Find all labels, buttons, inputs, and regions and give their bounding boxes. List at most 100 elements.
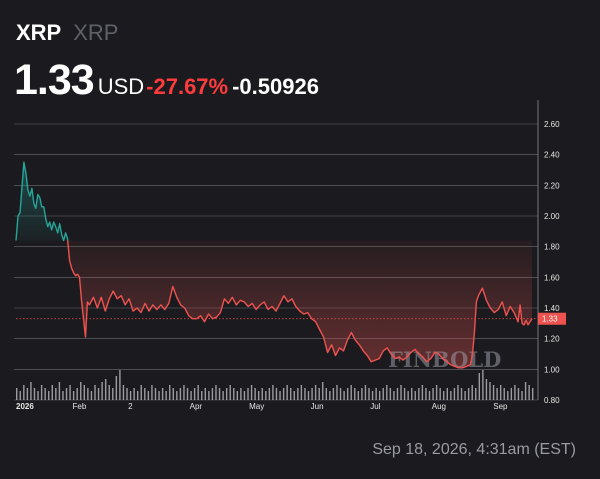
volume-bar — [528, 385, 530, 400]
volume-bar — [197, 385, 199, 400]
volume-bar — [350, 385, 352, 400]
volume-bar — [233, 388, 235, 400]
volume-bar — [368, 388, 370, 400]
symbol-row: XRP XRP — [16, 20, 119, 46]
y-tick-label: 1.80 — [544, 243, 560, 252]
volume-bar — [161, 388, 164, 400]
volume-bar — [478, 373, 481, 400]
asset-name: XRP — [73, 20, 119, 45]
last-price-badge — [538, 312, 566, 325]
up-area — [16, 162, 68, 241]
x-tick-label: 2026 — [16, 402, 34, 411]
volume-bar — [517, 388, 520, 400]
volume-bar — [37, 391, 39, 400]
volume-bar — [72, 391, 75, 400]
volume-bar — [147, 391, 150, 400]
volume-bar — [425, 388, 427, 400]
volume-bar — [261, 388, 263, 400]
volume-bar — [208, 391, 210, 400]
volume-bars — [16, 370, 534, 400]
y-axis-labels: 2.60 2.40 2.20 2.00 1.80 1.60 1.40 1.20 1.00 0.80 — [544, 120, 560, 405]
volume-bar — [532, 388, 534, 400]
volume-bar — [471, 385, 473, 400]
volume-bar — [268, 388, 271, 400]
volume-bar — [101, 382, 103, 400]
volume-bar — [94, 385, 96, 400]
volume-bar — [371, 391, 374, 400]
volume-bar — [514, 385, 516, 400]
volume-bar — [76, 388, 78, 400]
volume-bar — [176, 391, 178, 400]
volume-bar — [119, 370, 121, 400]
volume-bar — [499, 385, 502, 400]
price-chart[interactable]: FINBOLD 2.602.402.202.001.801.601.401.20… — [0, 95, 600, 411]
volume-bar — [26, 388, 29, 400]
volume-bar — [179, 388, 182, 400]
volume-bar — [375, 388, 377, 400]
volume-bar — [83, 385, 86, 400]
volume-bar — [90, 391, 93, 400]
volume-bar — [129, 391, 132, 400]
volume-bar — [485, 379, 488, 400]
price-row: 1.33 USD -27.67% -0.50926 — [14, 56, 319, 105]
volume-bar — [254, 388, 256, 400]
volume-bar — [524, 382, 527, 400]
volume-bar — [307, 391, 310, 400]
volume-bar — [204, 388, 207, 400]
volume-bar — [418, 388, 420, 400]
volume-bar — [126, 388, 128, 400]
volume-bar — [112, 388, 114, 400]
price-lines — [15, 161, 533, 369]
volume-bar — [48, 391, 50, 400]
volume-bar — [322, 382, 324, 400]
volume-bar — [257, 391, 260, 400]
volume-bar — [272, 385, 274, 400]
volume-bar — [411, 388, 413, 400]
volume-bar — [51, 385, 53, 400]
volume-bar — [144, 388, 146, 400]
volume-bar — [332, 388, 335, 400]
volume-bar — [158, 391, 160, 400]
volume-bar — [211, 388, 214, 400]
x-tick-label: 2 — [128, 402, 133, 411]
y-tick-label: 0.80 — [544, 396, 560, 405]
timestamp: Sep 18, 2026, 4:31am (EST) — [372, 441, 576, 458]
volume-bar — [414, 391, 416, 400]
y-tick-label: 2.60 — [544, 120, 560, 129]
volume-bar — [343, 391, 345, 400]
volume-bar — [193, 388, 196, 400]
volume-bar — [169, 385, 171, 400]
last-price-label: 1.33 — [542, 315, 558, 324]
volume-bar — [339, 388, 342, 400]
up-line — [15, 161, 69, 242]
x-tick-label: Feb — [73, 402, 87, 411]
volume-bar — [378, 391, 381, 400]
volume-bar — [154, 388, 157, 400]
volume-bar — [450, 391, 452, 400]
volume-bar — [489, 382, 491, 400]
volume-bar — [55, 388, 57, 400]
volume-bar — [503, 388, 505, 400]
volume-bar — [183, 385, 185, 400]
volume-bar — [108, 385, 110, 400]
volume-bar — [407, 391, 409, 400]
volume-bar — [403, 388, 406, 400]
volume-bar — [507, 391, 509, 400]
y-tick-label: 2.20 — [544, 181, 560, 190]
volume-bar — [104, 379, 107, 400]
x-tick-label: Jul — [370, 402, 380, 411]
y-tick-label: 1.40 — [544, 304, 560, 313]
volume-bar — [311, 388, 313, 400]
volume-bar — [460, 388, 463, 400]
volume-bar — [314, 385, 317, 400]
last-price-marker: 1.33 — [16, 312, 566, 325]
volume-bar — [275, 388, 278, 400]
volume-bar — [122, 385, 125, 400]
volume-bar — [329, 391, 331, 400]
area-fills — [16, 162, 532, 368]
volume-bar — [482, 370, 484, 400]
volume-bar — [361, 388, 363, 400]
volume-bar — [186, 388, 189, 400]
ticker-symbol: XRP — [16, 20, 62, 45]
volume-bar — [69, 385, 71, 400]
